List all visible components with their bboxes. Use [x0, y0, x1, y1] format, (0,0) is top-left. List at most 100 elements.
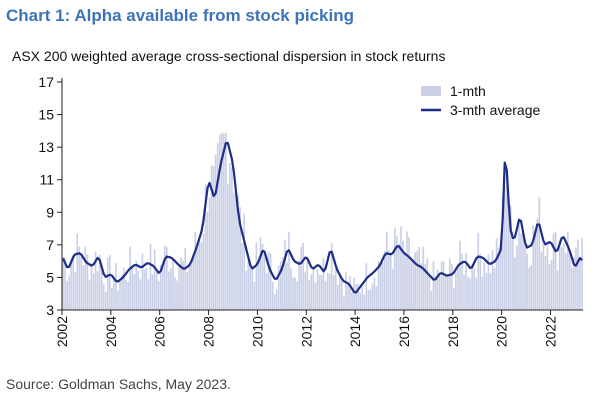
bar-1mth [233, 192, 235, 310]
bar-1mth [284, 239, 286, 310]
bar-1mth [212, 166, 215, 310]
bar-1mth [192, 256, 195, 310]
bar-1mth [227, 184, 229, 310]
bar-1mth [330, 243, 333, 310]
bar-1mth [62, 256, 64, 310]
bar-1mth [540, 252, 543, 310]
bar-1mth [422, 246, 425, 310]
bar-1mth [530, 265, 532, 310]
y-tick-label: 3 [46, 302, 54, 318]
bar-1mth [491, 250, 494, 310]
bar-1mth [253, 281, 256, 310]
y-tick-label: 15 [38, 107, 54, 123]
bar-1mth [507, 206, 510, 310]
bar-1mth [391, 268, 394, 310]
bar-1mth [497, 247, 500, 310]
bar-1mth [416, 250, 419, 310]
bar-1mth [241, 243, 243, 310]
bar-1mth [84, 246, 87, 310]
bar-1mth [430, 291, 433, 310]
bar-1mth [383, 250, 386, 310]
bar-1mth [96, 271, 99, 310]
bar-1mth [141, 253, 144, 310]
bar-1mth [436, 269, 439, 310]
bar-1mth [265, 273, 268, 310]
bar-1mth [463, 274, 465, 310]
bar-1mth [127, 281, 129, 310]
bar-1mth [426, 258, 429, 310]
bar-1mth [104, 291, 107, 310]
bar-1mth [119, 280, 121, 310]
bar-1mth [214, 154, 217, 310]
bar-1mth [471, 263, 473, 310]
bar-1mth [298, 260, 300, 310]
bar-1mth [442, 261, 445, 310]
bar-1mth [467, 277, 469, 310]
bar-1mth [292, 277, 294, 310]
bar-1mth [520, 233, 522, 310]
bar-1mth [334, 267, 337, 310]
x-tick-label: 2016 [396, 316, 412, 347]
bar-1mth [495, 238, 498, 310]
bar-1mth [257, 261, 260, 310]
x-tick-label: 2020 [494, 316, 510, 347]
bar-1mth [135, 260, 138, 310]
bar-1mth [294, 277, 296, 310]
x-tick-label: 2012 [298, 316, 314, 347]
bar-1mth [538, 197, 541, 310]
bar-1mth [151, 274, 154, 310]
bar-1mth [123, 267, 125, 310]
bar-1mth [414, 252, 416, 310]
bar-1mth [548, 264, 551, 310]
bar-1mth [479, 254, 482, 310]
bar-1mth [166, 247, 168, 310]
bar-1mth [345, 271, 347, 310]
bar-1mth [90, 263, 93, 310]
bar-1mth [263, 250, 266, 310]
bar-1mth [571, 267, 573, 310]
bar-1mth [450, 264, 453, 310]
bar-1mth [440, 261, 443, 310]
bar-1mth [129, 246, 131, 310]
bar-1mth [434, 275, 437, 310]
bar-1mth [229, 163, 231, 310]
bar-1mth [261, 244, 264, 310]
bar-1mth [80, 256, 83, 310]
bar-1mth [231, 167, 233, 310]
bar-1mth [353, 277, 355, 310]
bar-1mth [194, 231, 197, 310]
bar-1mth [206, 212, 209, 310]
bar-1mth [489, 273, 492, 310]
bar-1mth [560, 247, 563, 310]
bar-1mth [564, 253, 567, 310]
bar-1mth [72, 254, 75, 310]
bar-1mth [320, 274, 323, 310]
bar-1mth [200, 242, 203, 310]
y-tick-label: 5 [46, 269, 54, 285]
bar-1mth [402, 240, 404, 310]
bar-1mth [398, 243, 400, 310]
bar-1mth [573, 256, 575, 310]
bar-1mth [569, 249, 571, 310]
bar-1mth [190, 259, 193, 310]
bar-1mth [290, 267, 292, 310]
bar-1mth [457, 265, 459, 310]
bar-1mth [534, 232, 537, 310]
bar-1mth [168, 271, 170, 310]
bar-1mth [259, 236, 262, 310]
line-3mth-average [62, 141, 583, 294]
bar-1mth [139, 279, 142, 310]
bar-1mth [176, 280, 178, 310]
bar-1mth [499, 252, 502, 310]
bar-1mth [526, 253, 528, 310]
bar-1mth [155, 269, 158, 310]
bar-1mth [469, 278, 471, 310]
bar-1mth [542, 243, 545, 310]
bar-1mth [473, 268, 475, 310]
bar-1mth [182, 260, 184, 310]
bar-1mth [387, 250, 390, 310]
bar-1mth [225, 132, 227, 310]
bar-1mth [184, 247, 186, 310]
bar-1mth [133, 274, 136, 310]
bar-1mth [328, 273, 331, 310]
